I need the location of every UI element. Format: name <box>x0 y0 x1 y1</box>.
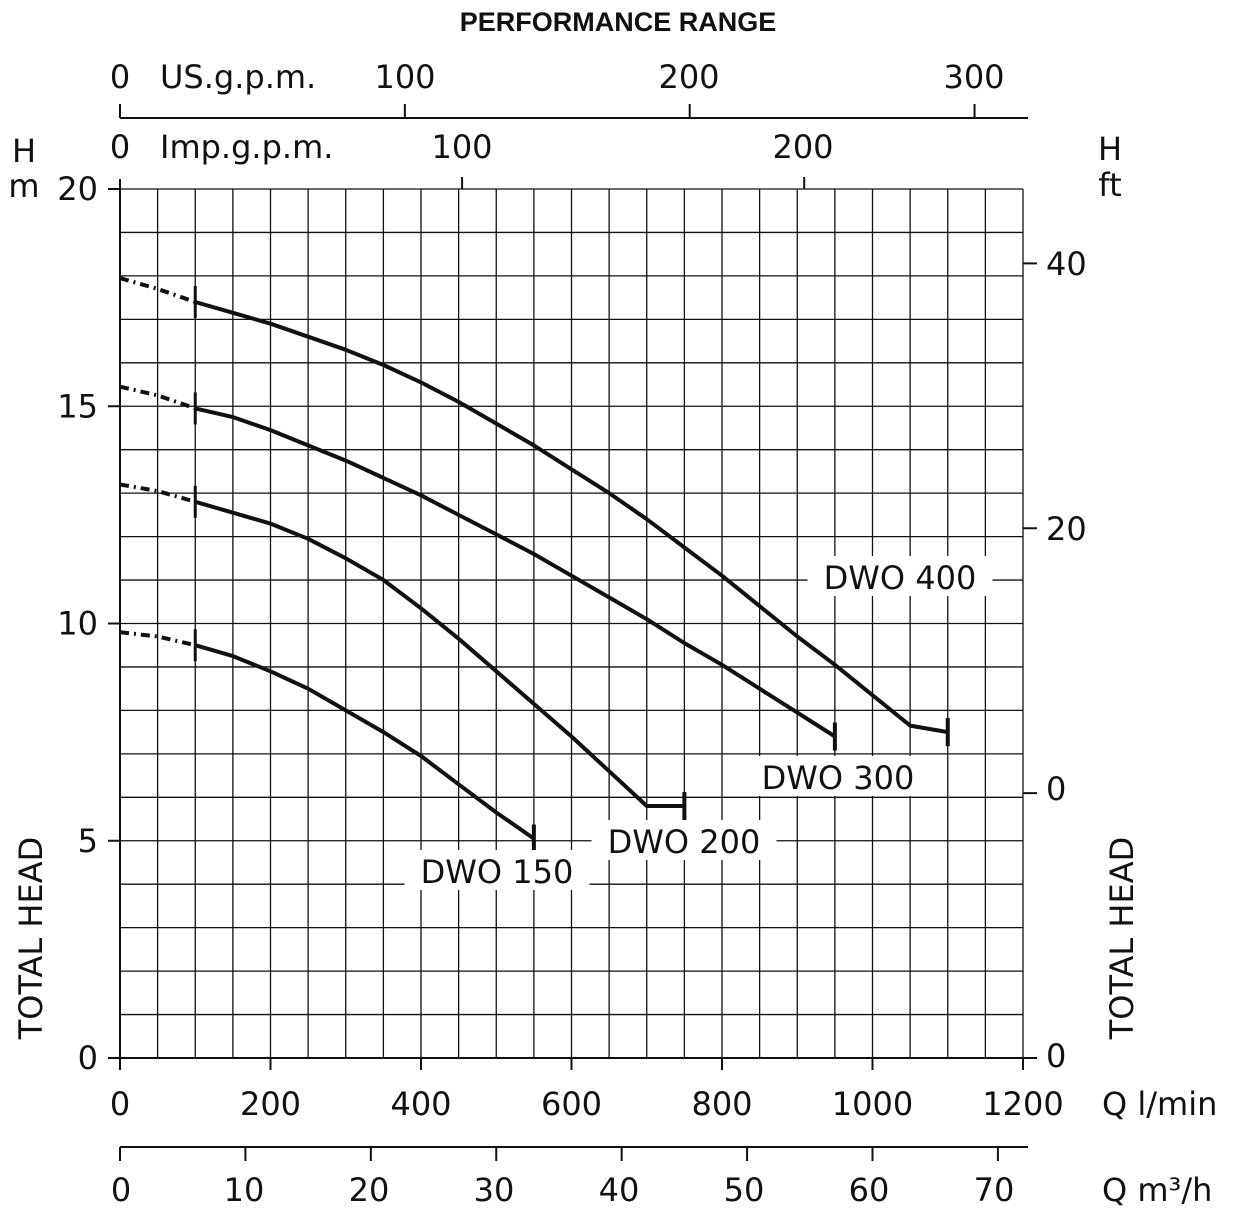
series-label-bg <box>591 820 777 860</box>
series-0-group: DWO 150 <box>119 629 590 891</box>
m3h-tick-60: 60 <box>849 1171 890 1209</box>
m3h-tick-40: 40 <box>599 1171 640 1209</box>
m3h-tick-0: 0 <box>111 1171 131 1209</box>
imp-gpm-tick-100: 100 <box>431 128 492 166</box>
grid-group <box>119 188 1024 1059</box>
us-gpm-tick-300: 300 <box>943 58 1004 96</box>
series-label-bg <box>404 850 590 890</box>
m3h-tick-70: 70 <box>974 1171 1015 1209</box>
y-tick-label: 20 <box>57 170 98 208</box>
x-tick-label: 400 <box>390 1085 451 1123</box>
imp-gpm-tick-200: 200 <box>772 128 833 166</box>
series-curve <box>194 643 536 841</box>
y-tick-label: 0 <box>78 1039 98 1077</box>
x-tick-label: 800 <box>691 1085 752 1123</box>
series-label: DWO 300 <box>762 759 915 797</box>
left-axis-title: TOTAL HEAD <box>12 837 50 1041</box>
left-unit-h: H <box>12 132 36 170</box>
ft-tick-0: 0 <box>1046 1037 1066 1075</box>
ft-tick-40: 20 <box>1046 510 1087 548</box>
series-curve <box>194 406 836 739</box>
series-label: DWO 400 <box>824 559 977 597</box>
imp-gpm-tick-0: 0 <box>110 128 130 166</box>
us-gpm-label: US.g.p.m. <box>160 58 316 96</box>
us-gpm-tick-0: 0 <box>110 58 130 96</box>
series-label-bg <box>807 556 993 596</box>
y-tick-label: 5 <box>78 822 98 860</box>
chart-title: PERFORMANCE RANGE <box>460 7 777 37</box>
ft-tick-60: 40 <box>1046 245 1087 283</box>
m3h-tick-10: 10 <box>224 1171 265 1209</box>
series-curve-dashed <box>119 276 196 304</box>
x-tick-label: 200 <box>240 1085 301 1123</box>
x-tick-label: 1000 <box>832 1085 913 1123</box>
series-curve-dashed <box>119 482 196 504</box>
series-curve <box>194 499 685 808</box>
right-unit-h: H <box>1098 130 1122 168</box>
series-curve-dashed <box>119 384 196 411</box>
series-curve-dashed <box>119 630 196 648</box>
m3h-tick-30: 30 <box>474 1171 515 1209</box>
y-tick-label: 10 <box>57 605 98 643</box>
series-3-group: DWO 400 <box>119 276 993 747</box>
m3h-axis-label: Q m³/h <box>1102 1171 1212 1209</box>
m3h-tick-50: 50 <box>724 1171 765 1209</box>
series-label-bg <box>745 756 931 796</box>
x-axis-label: Q l/min <box>1102 1085 1217 1123</box>
series-label: DWO 150 <box>421 853 574 891</box>
series-1-group: DWO 200 <box>119 482 777 861</box>
x-tick-label: 600 <box>541 1085 602 1123</box>
left-unit-m: m <box>8 167 39 205</box>
series-2-group: DWO 300 <box>119 384 931 797</box>
series-label: DWO 200 <box>608 823 761 861</box>
us-gpm-tick-200: 200 <box>658 58 719 96</box>
series-curve <box>194 300 949 735</box>
right-axis-title: TOTAL HEAD <box>1103 837 1141 1041</box>
ft-tick-20: 0 <box>1046 770 1066 808</box>
y-tick-label: 15 <box>57 387 98 425</box>
x-tick-label: 0 <box>110 1085 130 1123</box>
right-unit-ft: ft <box>1098 166 1121 204</box>
imp-gpm-label: Imp.g.p.m. <box>160 128 333 166</box>
us-gpm-tick-100: 100 <box>374 58 435 96</box>
axes-group <box>108 104 1037 1161</box>
x-tick-label: 1200 <box>982 1085 1063 1123</box>
m3h-tick-20: 20 <box>349 1171 390 1209</box>
